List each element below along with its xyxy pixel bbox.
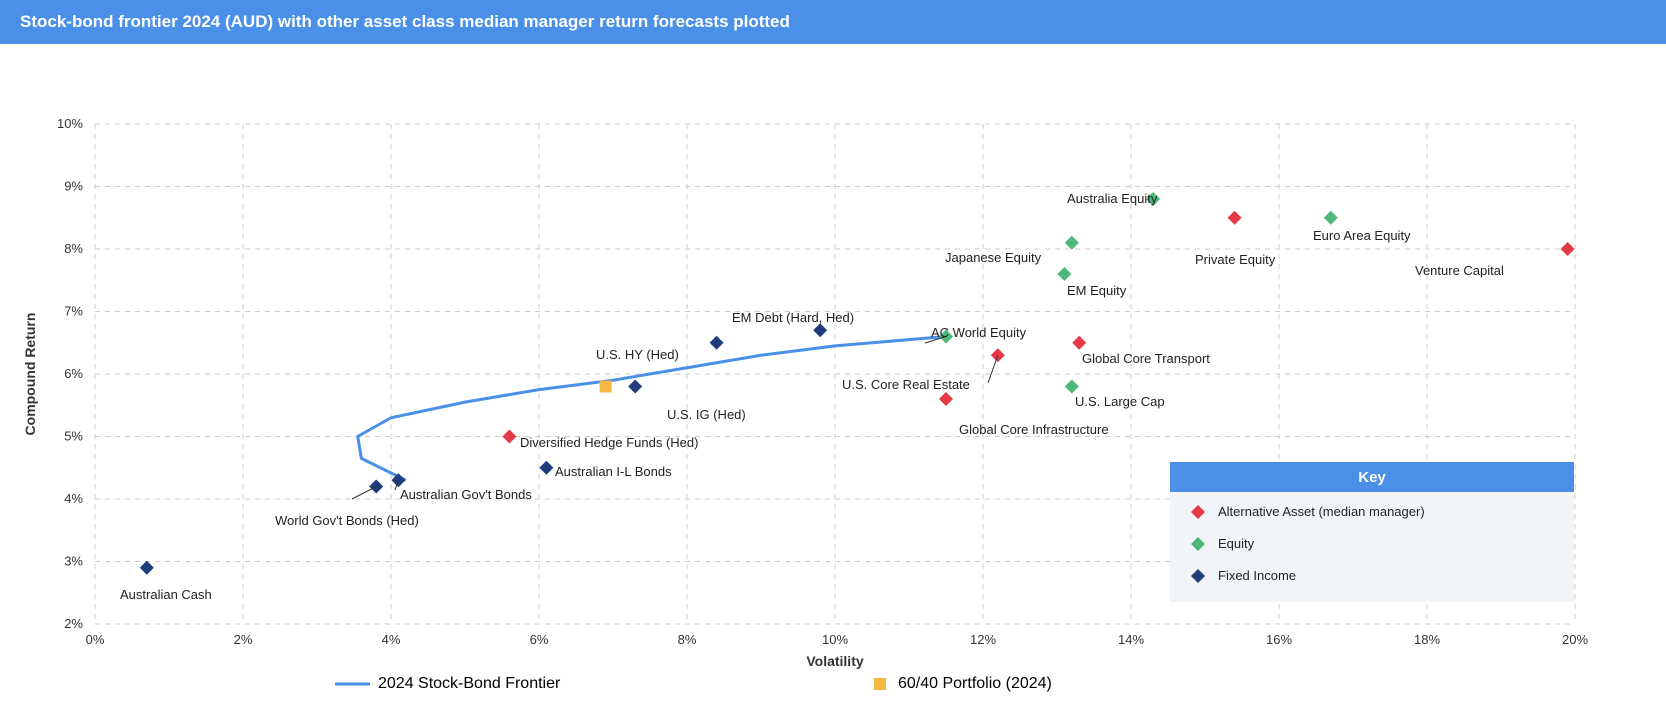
data-point-diamond: [1072, 336, 1086, 350]
data-point-label: EM Debt (Hard, Hed): [732, 310, 854, 325]
data-point-label: Japanese Equity: [945, 250, 1042, 265]
y-tick-label: 4%: [64, 491, 83, 506]
x-axis-title: Volatility: [806, 653, 864, 669]
x-tick-label: 2%: [234, 632, 253, 647]
data-point-label: EM Equity: [1067, 283, 1127, 298]
data-point-diamond: [939, 392, 953, 406]
data-point-label: U.S. Large Cap: [1075, 394, 1165, 409]
y-axis-title: Compound Return: [22, 313, 38, 436]
data-point-diamond: [1561, 242, 1575, 256]
legend-6040-marker: [874, 678, 886, 690]
data-point-label: Australian Gov't Bonds: [400, 487, 532, 502]
data-point-diamond: [140, 561, 154, 575]
y-tick-label: 8%: [64, 241, 83, 256]
data-point-diamond: [1228, 211, 1242, 225]
data-point-diamond: [1065, 236, 1079, 250]
leader-line: [352, 487, 376, 500]
x-tick-label: 10%: [822, 632, 848, 647]
legend-title: Key: [1358, 469, 1386, 486]
x-tick-label: 4%: [382, 632, 401, 647]
y-tick-label: 9%: [64, 179, 83, 194]
legend-item-label: Alternative Asset (median manager): [1218, 504, 1425, 519]
y-tick-label: 7%: [64, 304, 83, 319]
data-point-diamond: [1065, 380, 1079, 394]
data-point-label: Global Core Infrastructure: [959, 422, 1109, 437]
data-point-diamond: [710, 336, 724, 350]
x-tick-label: 14%: [1118, 632, 1144, 647]
data-point-diamond: [1324, 211, 1338, 225]
data-point-diamond: [502, 430, 516, 444]
data-point-label: Australian I-L Bonds: [555, 464, 672, 479]
data-point-diamond: [1057, 267, 1071, 281]
data-point-label: Australian Cash: [120, 587, 212, 602]
data-point-label: Diversified Hedge Funds (Hed): [520, 435, 698, 450]
x-tick-label: 20%: [1562, 632, 1588, 647]
portfolio-6040-marker: [600, 381, 612, 393]
data-point-diamond: [628, 380, 642, 394]
page-title: Stock-bond frontier 2024 (AUD) with othe…: [0, 0, 1666, 44]
data-point-label: U.S. Core Real Estate: [842, 377, 970, 392]
data-point-diamond: [813, 323, 827, 337]
x-tick-label: 18%: [1414, 632, 1440, 647]
y-tick-label: 2%: [64, 616, 83, 631]
x-tick-label: 0%: [86, 632, 105, 647]
x-tick-label: 8%: [678, 632, 697, 647]
legend-6040-label: 60/40 Portfolio (2024): [898, 675, 1052, 692]
x-tick-label: 6%: [530, 632, 549, 647]
data-point-label: World Gov't Bonds (Hed): [275, 513, 419, 528]
data-point-label: Private Equity: [1195, 252, 1276, 267]
y-tick-label: 6%: [64, 366, 83, 381]
data-point-label: Global Core Transport: [1082, 351, 1210, 366]
legend-item-label: Equity: [1218, 536, 1255, 551]
data-point-label: U.S. IG (Hed): [667, 407, 746, 422]
data-point-label: Venture Capital: [1415, 263, 1504, 278]
scatter-chart: 0%2%4%6%8%10%12%14%16%18%20%2%3%4%5%6%7%…: [0, 44, 1666, 694]
x-tick-label: 16%: [1266, 632, 1292, 647]
page-title-text: Stock-bond frontier 2024 (AUD) with othe…: [20, 12, 790, 31]
y-tick-label: 5%: [64, 429, 83, 444]
leader-line: [988, 355, 998, 383]
data-point-label: Euro Area Equity: [1313, 228, 1411, 243]
y-tick-label: 10%: [57, 116, 83, 131]
y-tick-label: 3%: [64, 554, 83, 569]
x-tick-label: 12%: [970, 632, 996, 647]
data-point-label: AC World Equity: [931, 325, 1027, 340]
legend-frontier-label: 2024 Stock-Bond Frontier: [378, 675, 561, 692]
data-point-diamond: [539, 461, 553, 475]
chart-svg: 0%2%4%6%8%10%12%14%16%18%20%2%3%4%5%6%7%…: [0, 44, 1666, 694]
data-point-label: Australia Equity: [1067, 191, 1158, 206]
data-point-label: U.S. HY (Hed): [596, 347, 679, 362]
legend-item-label: Fixed Income: [1218, 568, 1296, 583]
